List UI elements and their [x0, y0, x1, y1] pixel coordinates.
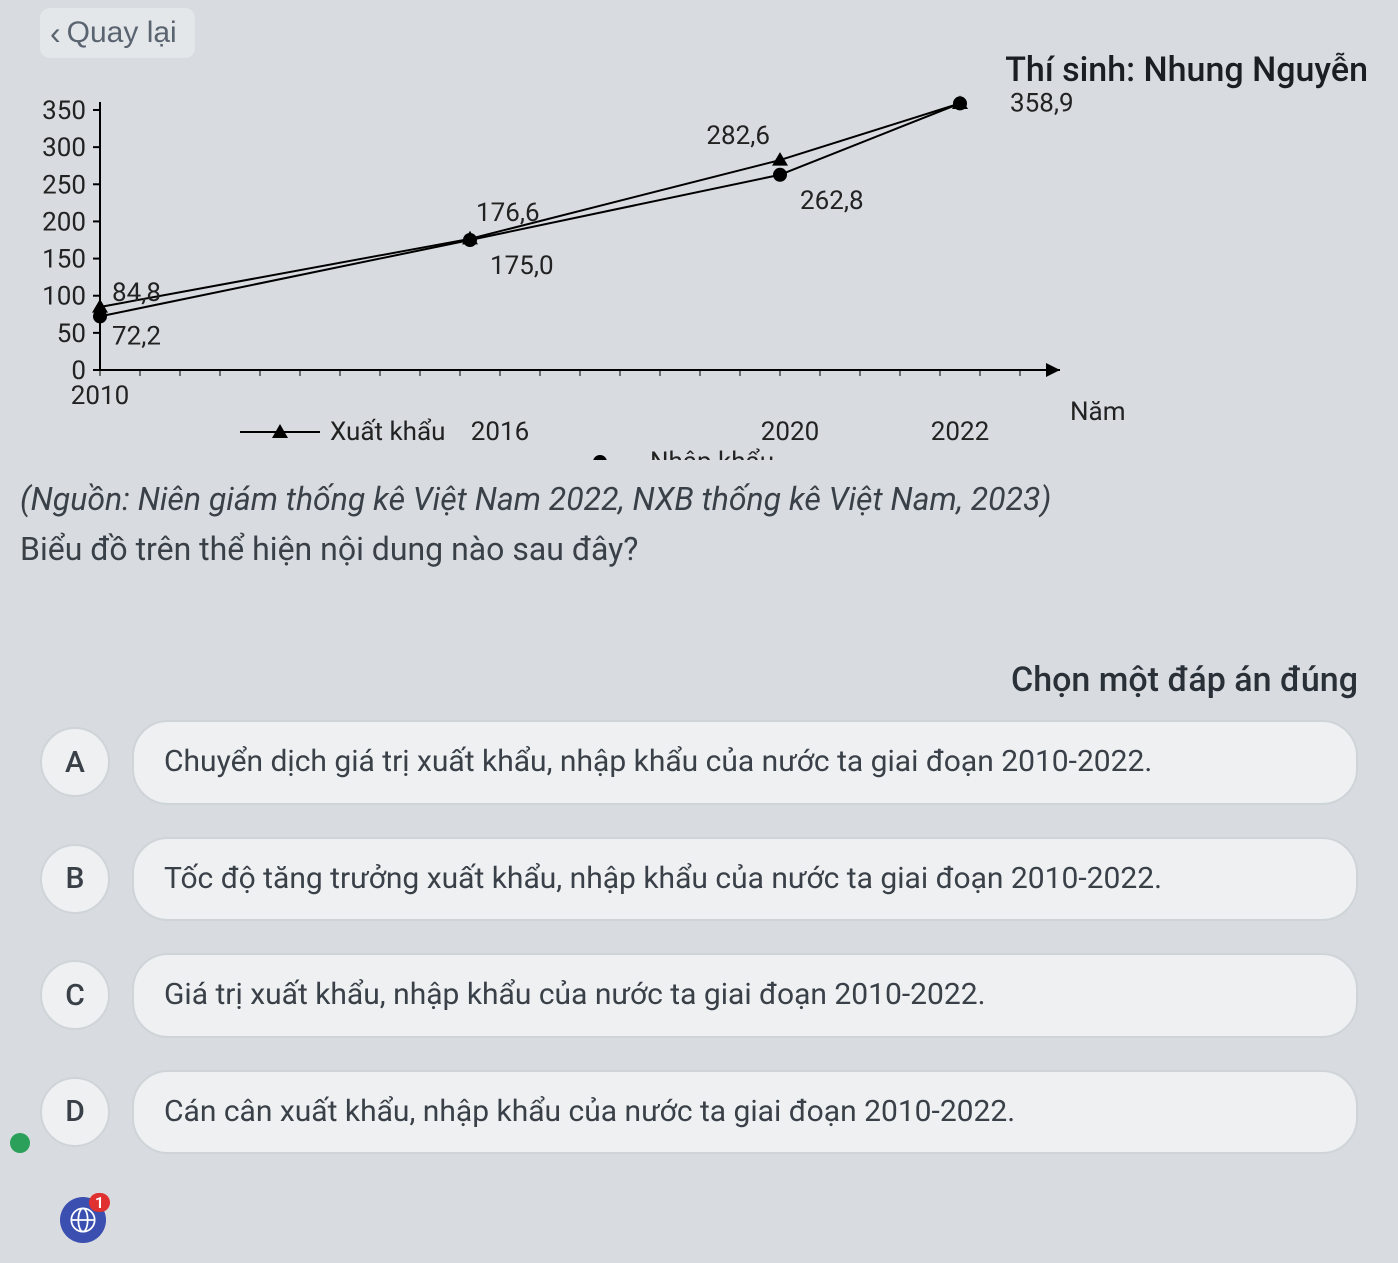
svg-text:176,6: 176,6 — [476, 198, 540, 228]
svg-text:262,8: 262,8 — [800, 186, 864, 216]
svg-text:200: 200 — [42, 207, 86, 237]
svg-text:84,8: 84,8 — [112, 278, 161, 308]
svg-text:282,6: 282,6 — [706, 121, 770, 151]
option-a[interactable]: A Chuyển dịch giá trị xuất khẩu, nhập khẩ… — [40, 720, 1358, 805]
option-text: Cán cân xuất khẩu, nhập khẩu của nước ta… — [132, 1070, 1358, 1155]
svg-text:100: 100 — [42, 282, 86, 312]
option-b[interactable]: B Tốc độ tăng trưởng xuất khẩu, nhập khẩu… — [40, 837, 1358, 922]
option-text: Tốc độ tăng trưởng xuất khẩu, nhập khẩu … — [132, 837, 1358, 922]
svg-text:72,2: 72,2 — [112, 321, 161, 351]
chart-container: 0501001502002503003502010Xuất khẩu2016Nh… — [20, 90, 1140, 460]
option-letter: C — [40, 960, 110, 1030]
svg-text:Nhập khẩu: Nhập khẩu — [650, 447, 774, 460]
chevron-left-icon: ‹ — [50, 17, 61, 49]
option-letter: B — [40, 844, 110, 914]
svg-text:175,0: 175,0 — [490, 251, 554, 281]
option-letter: D — [40, 1077, 110, 1147]
line-chart: 0501001502002503003502010Xuất khẩu2016Nh… — [20, 90, 1140, 460]
svg-text:2020: 2020 — [761, 417, 819, 447]
exam-page: ‹ Quay lại Thí sinh: Nhung Nguyễn 050100… — [0, 0, 1398, 1263]
svg-text:250: 250 — [42, 170, 86, 200]
svg-text:2022: 2022 — [931, 417, 989, 447]
question-text: Biểu đồ trên thể hiện nội dung nào sau đ… — [20, 530, 638, 568]
svg-text:358,9: 358,9 — [1010, 90, 1074, 118]
option-c[interactable]: C Giá trị xuất khẩu, nhập khẩu của nước t… — [40, 953, 1358, 1038]
status-dot-icon — [10, 1133, 30, 1153]
option-text: Giá trị xuất khẩu, nhập khẩu của nước ta… — [132, 953, 1358, 1038]
svg-text:50: 50 — [57, 319, 86, 349]
choose-prompt: Chọn một đáp án đúng — [1011, 660, 1358, 700]
option-letter: A — [40, 727, 110, 797]
svg-text:2010: 2010 — [71, 381, 129, 411]
options-list: A Chuyển dịch giá trị xuất khẩu, nhập khẩ… — [40, 720, 1358, 1154]
source-text: (Nguồn: Niên giám thống kê Việt Nam 2022… — [20, 480, 1051, 518]
svg-text:Năm: Năm — [1070, 397, 1126, 427]
svg-text:Xuất khẩu: Xuất khẩu — [330, 417, 445, 447]
svg-text:2016: 2016 — [471, 417, 529, 447]
svg-text:150: 150 — [42, 245, 86, 275]
option-d[interactable]: D Cán cân xuất khẩu, nhập khẩu của nước t… — [40, 1070, 1358, 1155]
svg-text:300: 300 — [42, 133, 86, 163]
option-text: Chuyển dịch giá trị xuất khẩu, nhập khẩu… — [132, 720, 1358, 805]
back-label: Quay lại — [67, 16, 177, 50]
svg-text:350: 350 — [42, 96, 86, 126]
badge-count: 1 — [89, 1193, 110, 1212]
back-button[interactable]: ‹ Quay lại — [40, 8, 195, 58]
notification-badge[interactable]: 1 — [60, 1197, 106, 1243]
student-name: Thí sinh: Nhung Nguyễn — [1005, 50, 1368, 90]
